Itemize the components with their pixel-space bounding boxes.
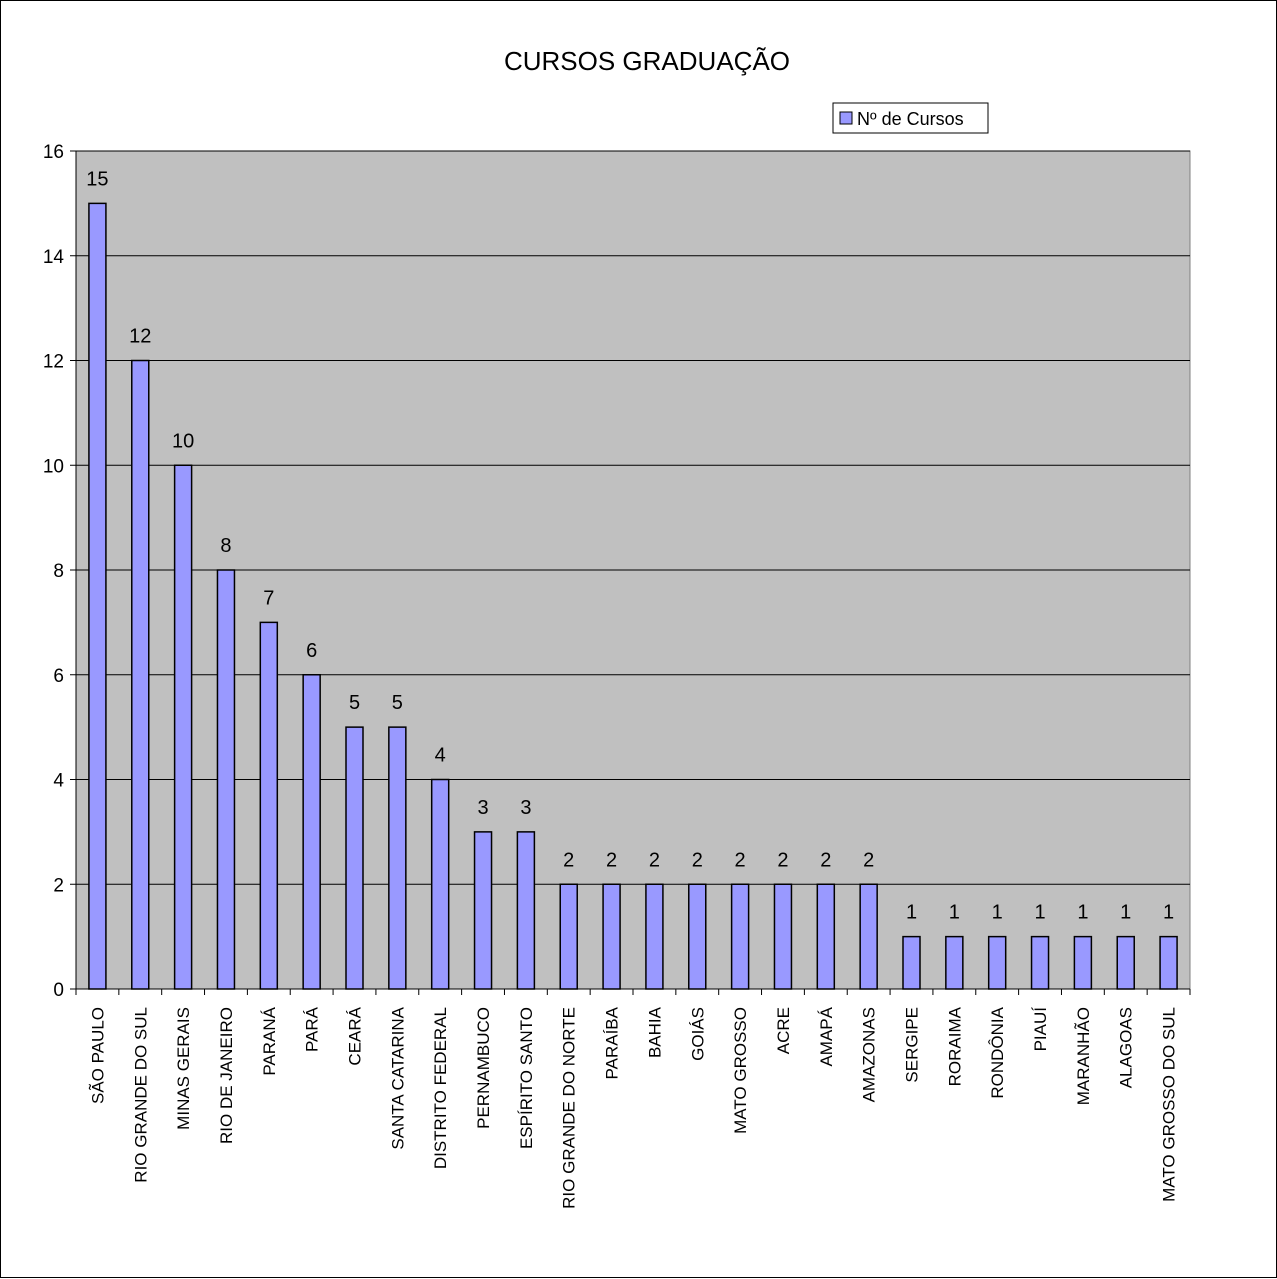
category-label: RIO GRANDE DO NORTE bbox=[560, 1007, 579, 1209]
category-label: PARÁ bbox=[303, 1006, 322, 1052]
bar bbox=[430, 778, 450, 990]
bar bbox=[1159, 935, 1178, 990]
bar-value-label: 1 bbox=[1120, 902, 1131, 924]
category-label: MATO GROSSO bbox=[731, 1007, 750, 1134]
category-label: AMAZONAS bbox=[860, 1007, 879, 1102]
bar-value-label: 2 bbox=[820, 849, 831, 871]
bar bbox=[473, 831, 493, 990]
bar-value-label: 4 bbox=[435, 745, 446, 767]
category-label: MINAS GERAIS bbox=[174, 1007, 193, 1130]
y-tick-label: 2 bbox=[53, 875, 64, 896]
category-label: DISTRITO FEDERAL bbox=[431, 1007, 450, 1169]
category-label: RIO GRANDE DO SUL bbox=[131, 1007, 150, 1183]
legend-label: Nº de Cursos bbox=[857, 109, 964, 129]
bar-value-label: 3 bbox=[520, 797, 531, 819]
bar bbox=[987, 935, 1007, 990]
bar-value-label: 2 bbox=[863, 849, 874, 871]
category-label: ALAGOAS bbox=[1117, 1007, 1136, 1088]
category-label: RIO DE JANEIRO bbox=[217, 1007, 236, 1144]
y-tick-label: 14 bbox=[43, 247, 65, 268]
bar-value-label: 7 bbox=[263, 587, 274, 609]
category-label: ACRE bbox=[774, 1007, 793, 1054]
x-axis-category-labels: SÃO PAULO RIO GRANDE DO SUL MINAS GERAIS RI… bbox=[88, 1006, 1178, 1208]
bar-value-label: 1 bbox=[906, 902, 917, 924]
bar-value-label: 1 bbox=[949, 902, 960, 924]
category-label: SANTA CATARINA bbox=[388, 1006, 407, 1149]
y-tick-label: 6 bbox=[53, 666, 64, 687]
y-tick-label: 12 bbox=[43, 352, 64, 373]
value-labels: 15 12 10 8 7 6 5 5 4 3 3 2 2 2 2 2 2 2 2 1 1 1 1 1 1 1 bbox=[86, 168, 1174, 923]
chart-title: CURSOS GRADUAÇÃO bbox=[504, 46, 790, 76]
bar bbox=[688, 883, 707, 990]
legend-box bbox=[832, 102, 989, 134]
y-axis-tick-labels: 0 2 4 6 8 10 12 14 16 bbox=[43, 142, 65, 1001]
category-label: RONDÔNIA bbox=[988, 1006, 1007, 1098]
bar-value-label: 1 bbox=[992, 902, 1003, 924]
bar bbox=[773, 883, 793, 990]
bar bbox=[730, 883, 750, 990]
bar-value-label: 1 bbox=[1077, 902, 1088, 924]
legend: Nº de Cursos bbox=[832, 102, 989, 134]
bar-value-label: 1 bbox=[1034, 902, 1045, 924]
category-label: GOIÁS bbox=[688, 1007, 707, 1061]
category-label: BAHIA bbox=[645, 1006, 664, 1058]
category-label: SERGIPE bbox=[903, 1007, 922, 1083]
bar-value-label: 8 bbox=[220, 535, 231, 557]
bar bbox=[216, 569, 236, 990]
category-label: RORAIMA bbox=[945, 1006, 964, 1086]
bar-value-label: 5 bbox=[392, 692, 403, 714]
bar bbox=[859, 883, 878, 990]
y-tick-label: 10 bbox=[43, 456, 64, 477]
category-label: PIAUÍ bbox=[1031, 1007, 1050, 1052]
bar bbox=[645, 883, 664, 990]
bar-value-label: 2 bbox=[649, 849, 660, 871]
bar bbox=[945, 935, 964, 990]
bar-value-label: 3 bbox=[477, 797, 488, 819]
category-label: CEARÁ bbox=[346, 1006, 365, 1065]
bar-value-label: 2 bbox=[692, 849, 703, 871]
bar bbox=[259, 621, 279, 990]
axes bbox=[70, 150, 1191, 995]
bar-value-label: 2 bbox=[777, 849, 788, 871]
bar bbox=[602, 883, 621, 990]
bar bbox=[559, 883, 578, 990]
y-tick-label: 4 bbox=[53, 771, 64, 792]
bar bbox=[173, 464, 193, 990]
bars bbox=[88, 202, 1178, 990]
bar bbox=[816, 883, 836, 990]
y-tick-label: 0 bbox=[53, 980, 64, 1001]
bar-value-label: 12 bbox=[129, 326, 151, 348]
bar-value-label: 6 bbox=[306, 640, 317, 662]
category-label: AMAPÁ bbox=[817, 1006, 836, 1066]
bar-value-label: 1 bbox=[1163, 902, 1174, 924]
category-label: PARANÁ bbox=[260, 1006, 279, 1075]
category-label: MATO GROSSO DO SUL bbox=[1160, 1007, 1179, 1202]
bar-value-label: 2 bbox=[735, 849, 746, 871]
category-label: PERNAMBUCO bbox=[474, 1007, 493, 1129]
bar bbox=[902, 935, 921, 990]
bar-value-label: 15 bbox=[86, 168, 108, 190]
bar bbox=[1116, 935, 1135, 990]
category-label: PARAÍBA bbox=[603, 1006, 622, 1079]
bar bbox=[516, 831, 536, 990]
bar bbox=[345, 726, 364, 990]
bar bbox=[302, 674, 321, 990]
bar-value-label: 2 bbox=[563, 849, 574, 871]
bar bbox=[1030, 935, 1050, 990]
bar-value-label: 2 bbox=[606, 849, 617, 871]
category-label: MARANHÃO bbox=[1074, 1007, 1093, 1105]
bar bbox=[1073, 935, 1093, 990]
legend-swatch bbox=[839, 111, 853, 125]
bar-value-label: 10 bbox=[172, 430, 194, 452]
category-label: SÃO PAULO bbox=[88, 1007, 107, 1104]
category-label: ESPÍRITO SANTO bbox=[517, 1007, 536, 1149]
bar bbox=[88, 202, 107, 990]
bar-value-label: 5 bbox=[349, 692, 360, 714]
y-tick-label: 8 bbox=[53, 561, 64, 582]
y-tick-label: 16 bbox=[43, 142, 64, 163]
bar bbox=[388, 726, 407, 990]
bar bbox=[131, 359, 150, 990]
